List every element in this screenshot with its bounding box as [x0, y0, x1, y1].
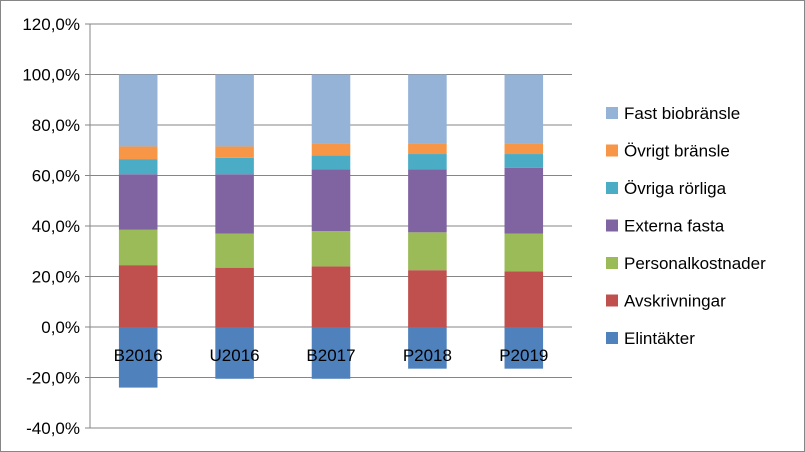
- legend: Fast biobränsle Övrigt bränsle Övriga rörl…: [606, 104, 766, 348]
- bar-segment: [408, 327, 447, 369]
- category-label: P2019: [499, 346, 548, 365]
- bar-segment: [408, 74, 447, 144]
- bar-segment: [311, 327, 351, 379]
- y-tick-label: 60,0%: [32, 167, 80, 186]
- bar-segment: [504, 74, 544, 144]
- bar-segment: [504, 271, 544, 327]
- legend-swatch: [606, 257, 618, 269]
- y-tick-label: 120,0%: [22, 15, 80, 34]
- legend-swatch: [606, 219, 618, 232]
- bar-segment: [215, 174, 254, 234]
- y-tick-label: -20,0%: [26, 369, 80, 388]
- category-labels: B2016 U2016 B2017 P2018 P2019: [114, 346, 549, 365]
- bar-segment: [408, 169, 447, 233]
- category-label: B2016: [114, 346, 163, 365]
- legend-label: Personalkostnader: [624, 254, 766, 273]
- legend-swatch: [606, 107, 618, 119]
- bar-segment: [504, 327, 544, 369]
- bar-segment: [311, 143, 351, 156]
- bar-segment: [504, 154, 544, 168]
- legend-label: Elintäkter: [624, 329, 695, 348]
- bars: [118, 74, 544, 388]
- category-label: B2017: [306, 346, 355, 365]
- y-tick-label: 100,0%: [22, 66, 80, 85]
- bar-segment: [118, 174, 158, 230]
- legend-label: Externa fasta: [624, 217, 725, 236]
- bar-segment: [504, 143, 544, 155]
- bar-segment: [118, 265, 158, 327]
- bar-segment: [311, 169, 351, 232]
- bar-segment: [408, 232, 447, 271]
- bar-segment: [118, 74, 158, 147]
- legend-label: Övrigt bränsle: [624, 142, 730, 161]
- bar-segment: [215, 146, 254, 158]
- legend-label: Fast biobränsle: [624, 104, 740, 123]
- y-tick-label: 80,0%: [32, 116, 80, 135]
- bar-segment: [408, 154, 447, 170]
- legend-swatch: [606, 294, 618, 307]
- bar-segment: [311, 266, 351, 327]
- bar-segment: [504, 167, 544, 234]
- bar-segment: [215, 327, 254, 379]
- bar-segment: [215, 267, 254, 327]
- y-tick-label: 40,0%: [32, 217, 80, 236]
- bar-segment: [215, 233, 254, 268]
- y-tick-label: -40,0%: [26, 419, 80, 438]
- category-label: P2018: [403, 346, 452, 365]
- bar-segment: [118, 159, 158, 175]
- bar-segment: [311, 74, 351, 144]
- bar-segment: [311, 155, 351, 170]
- y-tick-label: 20,0%: [32, 268, 80, 287]
- bar-segment: [408, 270, 447, 327]
- legend-swatch: [606, 144, 618, 157]
- bar-segment: [118, 146, 158, 160]
- legend-swatch: [606, 332, 618, 344]
- bar-segment: [504, 233, 544, 272]
- legend-label: Övriga rörliga: [624, 179, 727, 198]
- bar-segment: [311, 231, 351, 267]
- bar-segment: [215, 74, 254, 147]
- legend-swatch: [606, 182, 618, 194]
- bar-segment: [215, 157, 254, 175]
- y-tick-label: 0,0%: [41, 318, 80, 337]
- bar-segment: [118, 327, 158, 388]
- bar-segment: [408, 143, 447, 155]
- bar-segment: [118, 229, 158, 266]
- legend-label: Avskrivningar: [624, 292, 726, 311]
- category-label: U2016: [210, 346, 260, 365]
